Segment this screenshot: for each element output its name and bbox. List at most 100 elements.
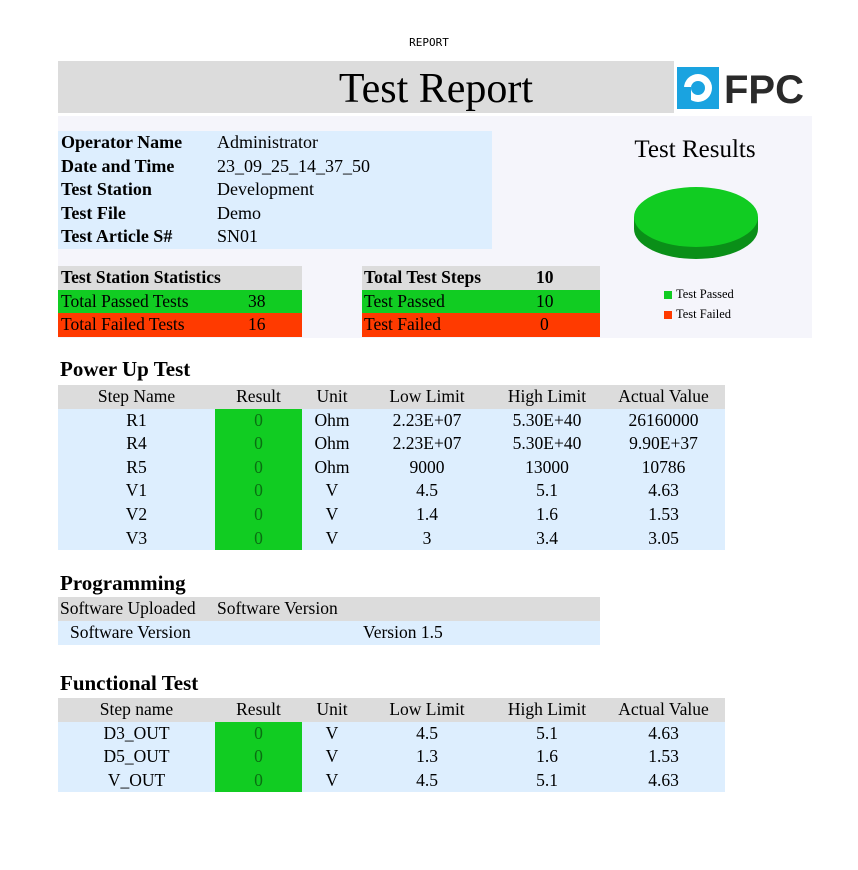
info-key: Test Station: [61, 179, 152, 200]
table-cell: 1.6: [536, 504, 558, 524]
result-cell: 0: [215, 455, 302, 480]
column-header: Step Name: [97, 386, 176, 406]
info-row: Test File Demo: [58, 202, 492, 226]
table-cell: 4.63: [648, 722, 679, 743]
table-cell: 9.90E+37: [629, 433, 698, 454]
column-header: Actual Value: [618, 699, 709, 719]
column-header: Unit: [316, 699, 348, 719]
table-row: V1 0 V 4.5 5.1 4.63: [58, 479, 725, 503]
station-passed-value: 38: [248, 291, 266, 311]
table-cell: R4: [126, 433, 147, 454]
result-cell: 0: [215, 721, 302, 746]
info-table: Operator Name Administrator Date and Time 2…: [58, 131, 492, 249]
table-cell: 26160000: [628, 409, 699, 430]
table-row: V3 0 V 3 3.4 3.05: [58, 526, 725, 551]
table-cell: 3.05: [648, 527, 679, 548]
info-row: Operator Name Administrator: [58, 131, 492, 155]
info-key: Test Article S#: [61, 226, 173, 247]
steps-header-value: 10: [536, 267, 554, 287]
table-cell: V: [325, 480, 339, 501]
table-row: V_OUT 0 V 4.5 5.1 4.63: [58, 768, 725, 793]
column-header: High Limit: [507, 699, 587, 719]
info-key: Test File: [61, 202, 126, 223]
column-header: Low Limit: [389, 386, 465, 406]
info-value: 23_09_25_14_37_50: [217, 155, 370, 176]
programming-row-label: Software Version: [70, 622, 191, 642]
result-cell: 0: [215, 745, 302, 769]
table-header-row: Step name Result Unit Low Limit High Limit Ac…: [58, 698, 725, 722]
table-row: D3_OUT 0 V 4.5 5.1 4.63: [58, 721, 725, 746]
table-cell: 5.1: [536, 722, 558, 743]
result-cell: 0: [215, 503, 302, 527]
programming-header: Software Uploaded Software Version: [58, 597, 600, 621]
table-cell: 10786: [641, 456, 686, 477]
sheet-name: REPORT: [409, 36, 449, 49]
table-cell: V: [325, 769, 339, 790]
legend-passed: Test Passed: [664, 287, 734, 302]
fpc-logo: FPC: [677, 65, 811, 112]
station-passed-label: Total Passed Tests: [61, 291, 189, 311]
table-cell: 5.1: [536, 769, 558, 790]
table-row: R4 0 Ohm 2.23E+07 5.30E+40 9.90E+37: [58, 432, 725, 456]
table-header-row: Step Name Result Unit Low Limit High Limit Ac…: [58, 385, 725, 409]
table-cell: 4.5: [416, 480, 438, 501]
table-cell: 1.6: [536, 746, 558, 767]
table-row: D5_OUT 0 V 1.3 1.6 1.53: [58, 745, 725, 769]
table-cell: 4.63: [648, 769, 679, 790]
table-cell: V: [325, 527, 339, 548]
column-header: Result: [236, 699, 281, 719]
table-cell: 9000: [409, 456, 445, 477]
steps-passed-row: Test Passed 10: [362, 290, 600, 314]
steps-stats-header: Total Test Steps 10: [362, 266, 600, 290]
table-row: R5 0 Ohm 9000 13000 10786: [58, 455, 725, 480]
table-cell: Ohm: [314, 456, 350, 477]
table-cell: 3: [422, 527, 432, 548]
logo-text: FPC: [724, 68, 804, 111]
table-cell: 4.5: [416, 769, 438, 790]
column-header: High Limit: [507, 386, 587, 406]
results-chart-title: Test Results: [634, 136, 756, 163]
info-row: Test Station Development: [58, 178, 492, 202]
table-cell: 1.4: [416, 504, 438, 524]
legend-failed-label: Test Failed: [676, 307, 732, 321]
steps-failed-value: 0: [540, 314, 549, 334]
table-cell: 4.5: [416, 722, 438, 743]
results-pie-chart: [634, 187, 758, 259]
table-cell: V_OUT: [107, 769, 166, 790]
table-cell: 2.23E+07: [392, 433, 462, 454]
table-cell: 4.63: [648, 480, 679, 501]
programming-row: Software Version Version 1.5: [58, 621, 600, 645]
info-value: Demo: [217, 202, 261, 223]
steps-failed-row: Test Failed 0: [362, 313, 600, 337]
result-cell: 0: [215, 408, 302, 433]
column-header: Unit: [316, 386, 348, 406]
table-cell: 2.23E+07: [392, 409, 462, 430]
table-cell: V1: [125, 480, 148, 501]
info-key: Operator Name: [61, 132, 183, 152]
table-cell: Ohm: [314, 433, 350, 454]
table-row: V2 0 V 1.4 1.6 1.53: [58, 503, 725, 527]
legend-failed-swatch: [664, 311, 672, 320]
table-cell: 3.4: [536, 527, 558, 548]
info-value: Administrator: [217, 132, 318, 152]
info-value: Development: [217, 179, 314, 200]
table-cell: V3: [125, 527, 148, 548]
programming-title: Programming: [60, 571, 186, 595]
functional-title: Functional Test: [60, 671, 199, 695]
table-cell: 5.1: [536, 480, 558, 501]
result-cell: 0: [215, 479, 302, 503]
legend-passed-label: Test Passed: [676, 287, 734, 301]
table-cell: 1.53: [648, 746, 679, 767]
table-row: R1 0 Ohm 2.23E+07 5.30E+40 26160000: [58, 408, 725, 433]
table-cell: V: [325, 504, 339, 524]
column-header: Step name: [99, 699, 174, 719]
table-cell: 13000: [525, 456, 569, 477]
steps-failed-label: Test Failed: [364, 314, 442, 334]
table-cell: Ohm: [314, 409, 350, 430]
table-cell: 5.30E+40: [512, 433, 582, 454]
steps-header-label: Total Test Steps: [364, 267, 482, 287]
table-cell: R5: [126, 456, 147, 477]
info-row: Date and Time 23_09_25_14_37_50: [58, 155, 492, 179]
station-failed-label: Total Failed Tests: [61, 314, 185, 334]
table-cell: 1.3: [416, 746, 438, 767]
